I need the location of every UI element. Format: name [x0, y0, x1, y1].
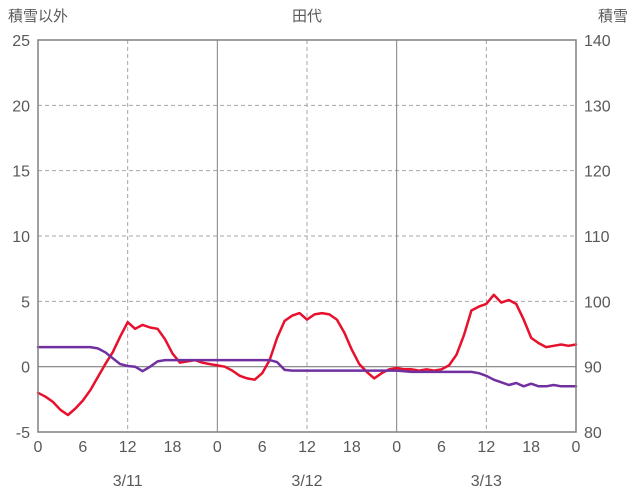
- x-axis-tick-label: 0: [572, 439, 581, 456]
- x-axis-tick-label: 0: [34, 439, 43, 456]
- right-axis-tick-label: 120: [584, 164, 611, 181]
- x-axis-tick-label: 18: [164, 439, 182, 456]
- x-axis-tick-label: 18: [522, 439, 540, 456]
- left-axis-tick-label: -5: [16, 425, 30, 442]
- x-axis-tick-label: 12: [298, 439, 316, 456]
- left-axis-tick-label: 5: [21, 294, 30, 311]
- left-axis-tick-label: 25: [12, 33, 30, 50]
- x-axis-tick-label: 0: [213, 439, 222, 456]
- date-label: 3/11: [113, 473, 143, 490]
- right-axis-tick-label: 130: [584, 98, 611, 115]
- date-label: 3/12: [291, 473, 322, 490]
- plot-border: [37, 39, 577, 433]
- x-axis-tick-label: 6: [78, 439, 87, 456]
- right-axis-tick-label: 90: [584, 360, 602, 377]
- x-axis-tick-label: 6: [437, 439, 446, 456]
- left-axis-tick-label: 0: [21, 360, 30, 377]
- chart-title: 田代: [292, 8, 322, 25]
- x-axis-tick-label: 18: [343, 439, 361, 456]
- x-axis-tick-label: 6: [258, 439, 267, 456]
- left-axis-title: 積雪以外: [8, 8, 68, 25]
- x-axis-tick-label: 0: [392, 439, 401, 456]
- series-line-right: [36, 345, 578, 388]
- x-axis-tick-label: 12: [119, 439, 137, 456]
- left-axis-tick-label: 10: [12, 229, 30, 246]
- date-label: 3/13: [471, 473, 502, 490]
- right-axis-tick-label: 80: [584, 425, 602, 442]
- right-axis-tick-label: 140: [584, 33, 611, 50]
- right-axis-tick-label: 100: [584, 294, 611, 311]
- left-axis-tick-label: 15: [12, 164, 30, 181]
- right-axis-title: 積雪: [598, 8, 628, 25]
- right-axis-tick-label: 110: [584, 229, 610, 246]
- x-axis-tick-label: 12: [477, 439, 495, 456]
- left-axis-tick-label: 20: [12, 98, 30, 115]
- series-line-left: [36, 293, 578, 417]
